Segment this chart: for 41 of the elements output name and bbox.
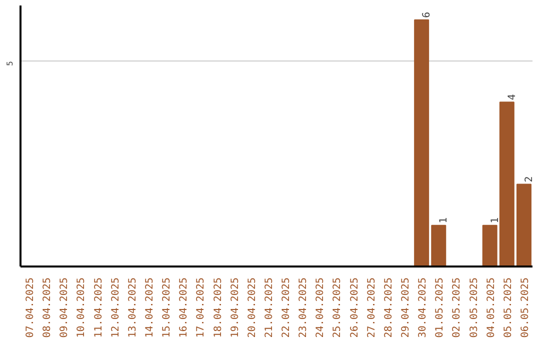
bar (431, 224, 446, 266)
x-tick-label: 16.04.2025 (178, 277, 190, 338)
x-tick-label: 30.04.2025 (418, 277, 429, 338)
x-tick-label: 19.04.2025 (230, 277, 241, 338)
data-label: 1 (490, 217, 501, 224)
x-tick-label: 17.04.2025 (196, 277, 207, 338)
x-tick-label: 29.04.2025 (400, 277, 412, 338)
x-tick-label: 15.04.2025 (162, 277, 173, 338)
x-tick-label: 11.04.2025 (93, 277, 104, 338)
x-tick-label: 20.04.2025 (246, 277, 258, 338)
x-tick-label: 14.04.2025 (144, 277, 156, 338)
x-tick-label: 23.04.2025 (298, 277, 310, 338)
x-tick-label: 08.04.2025 (42, 277, 54, 338)
x-tick-label: 21.04.2025 (264, 277, 275, 338)
data-label: 4 (506, 94, 518, 100)
x-tick-label: 10.04.2025 (76, 277, 88, 338)
x-tick-label: 26.04.2025 (349, 277, 360, 338)
x-tick-label: 13.04.2025 (127, 277, 138, 338)
x-tick-label: 05.05.2025 (502, 277, 514, 338)
x-tick-label: 22.04.2025 (281, 277, 292, 338)
x-tick-label: 28.04.2025 (383, 277, 394, 338)
bar (414, 19, 430, 266)
data-label: 2 (524, 176, 535, 182)
x-tick-label: 02.05.2025 (452, 277, 463, 338)
ref-line-label: 5 (6, 60, 14, 66)
x-tick-label: 04.05.2025 (486, 277, 497, 338)
x-tick-label: 25.04.2025 (332, 277, 344, 338)
x-tick-label: 27.04.2025 (366, 277, 378, 338)
bar (499, 102, 514, 266)
data-label: 6 (422, 12, 433, 18)
x-tick-label: 06.05.2025 (520, 277, 531, 338)
x-tick-label: 18.04.2025 (212, 277, 224, 338)
data-label: 1 (438, 217, 450, 224)
x-tick-label: 01.05.2025 (434, 277, 446, 338)
bar (482, 224, 498, 266)
x-tick-label: 12.04.2025 (110, 277, 122, 338)
x-tick-label: 09.04.2025 (59, 277, 70, 338)
bar (516, 184, 532, 266)
x-tick-label: 03.05.2025 (468, 277, 480, 338)
x-tick-label: 24.04.2025 (315, 277, 326, 338)
x-tick-label: 07.04.2025 (25, 277, 36, 338)
